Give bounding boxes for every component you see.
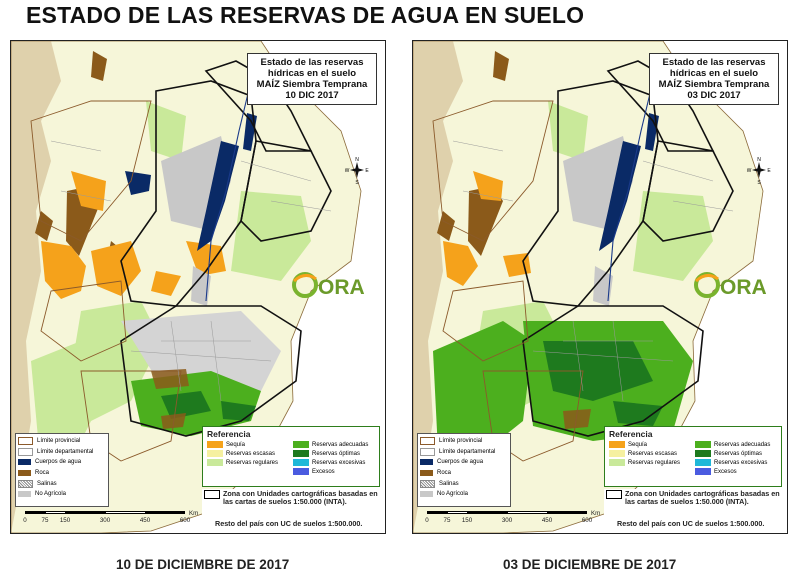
legend-label: Límite provincial — [37, 438, 81, 445]
svg-text:ORA: ORA — [318, 276, 365, 299]
legend-item: Salinas — [18, 478, 106, 489]
legend-item: Reservas adecuadas — [695, 441, 777, 448]
legend-label: Roca — [437, 470, 452, 477]
compass-s: S — [355, 180, 359, 185]
map-date: 03 DIC 2017 — [687, 90, 741, 101]
legend-swatch — [420, 470, 433, 477]
compass-icon: N S W E — [345, 157, 369, 185]
compass-s: S — [757, 180, 761, 185]
scale-bar: 0 75 150 300 450 600 Km — [425, 510, 601, 524]
scale-bar: 0 75 150 300 450 600 Km — [23, 510, 199, 524]
legend-item: No Agrícola — [18, 489, 106, 500]
legend-item: Roca — [18, 468, 106, 479]
legend-label: No Agrícola — [437, 491, 469, 498]
legend-item: Límite provincial — [420, 436, 508, 447]
legend-item: Salinas — [420, 478, 508, 489]
legend-swatch — [18, 470, 31, 477]
legend-reference: Referencia Sequía Reservas adecuadas Res… — [202, 426, 380, 487]
map-panel-dec-03: Estado de las reservas hídricas en el su… — [412, 40, 788, 534]
ora-logo: ORA — [292, 272, 365, 299]
legend-boundaries: Límite provincial Límite departamental C… — [417, 433, 511, 507]
compass-icon: N S W E — [747, 157, 771, 185]
map-date: 10 DIC 2017 — [285, 90, 339, 101]
legend-swatch — [18, 459, 31, 466]
zone-swatch — [204, 490, 220, 499]
ora-logo: ORA — [694, 272, 767, 299]
soil-water-map — [11, 41, 385, 533]
legend-item: Cuerpos de agua — [18, 457, 106, 468]
legend-swatch — [420, 479, 435, 488]
legend-item: Reservas excesivas — [695, 459, 777, 466]
legend-swatch — [18, 437, 33, 446]
compass-n: N — [355, 157, 359, 163]
legend-label: Salinas — [439, 480, 459, 487]
map-panel-dec-10: Estado de las reservas hídricas en el su… — [10, 40, 386, 534]
legend-swatch — [420, 459, 433, 466]
legend-item: Límite departamental — [420, 447, 508, 458]
rest-note: Resto del país con UC de suelos 1:500.00… — [215, 519, 363, 528]
legend-item: Sequía — [207, 441, 289, 448]
rest-note: Resto del país con UC de suelos 1:500.00… — [617, 519, 765, 528]
legend-spacer — [609, 468, 691, 475]
legend-boundaries: Límite provincial Límite departamental C… — [15, 433, 109, 507]
legend-label: Límite provincial — [439, 438, 483, 445]
zone-note: Zona con Unidades cartográficas basadas … — [202, 489, 380, 515]
legend-swatch — [420, 437, 435, 446]
legend-label: No Agrícola — [35, 491, 67, 498]
legend-label: Límite departamental — [439, 448, 496, 455]
legend-label: Cuerpos de agua — [437, 459, 484, 466]
legend-spacer — [207, 468, 289, 475]
legend-swatch — [18, 491, 31, 498]
map-title-line: Estado de las reservas — [662, 57, 766, 68]
legend-label: Cuerpos de agua — [35, 459, 82, 466]
legend-item: Reservas óptimas — [695, 450, 777, 457]
compass-e: E — [767, 168, 771, 174]
legend-item: Límite departamental — [18, 447, 106, 458]
legend-item: Reservas escasas — [609, 450, 691, 457]
compass-w: W — [345, 168, 350, 174]
caption-left: 10 DE DICIEMBRE DE 2017 — [116, 557, 290, 572]
map-title-line: hídricas en el suelo — [267, 68, 357, 79]
map-title-line: MAÍZ Siembra Temprana — [256, 79, 368, 90]
legend-item: Límite provincial — [18, 436, 106, 447]
map-title-line: hídricas en el suelo — [669, 68, 759, 79]
svg-text:ORA: ORA — [720, 276, 767, 299]
zone-swatch — [606, 490, 622, 499]
legend-reference: Referencia Sequía Reservas adecuadas Res… — [604, 426, 782, 487]
legend-item: Cuerpos de agua — [420, 457, 508, 468]
map-title-box: Estado de las reservas hídricas en el su… — [247, 53, 377, 105]
legend-item: Reservas excesivas — [293, 459, 375, 466]
legend-item: Reservas escasas — [207, 450, 289, 457]
main-title: ESTADO DE LAS RESERVAS DE AGUA EN SUELO — [26, 2, 585, 28]
legend-swatch — [420, 447, 435, 456]
legend-item: Sequía — [609, 441, 691, 448]
zone-note: Zona con Unidades cartográficas basadas … — [604, 489, 782, 515]
legend-item: Roca — [420, 468, 508, 479]
compass-w: W — [747, 168, 752, 174]
legend-swatch — [420, 491, 433, 498]
legend-item: Reservas regulares — [609, 459, 691, 466]
legend-item: Reservas adecuadas — [293, 441, 375, 448]
caption-right: 03 DE DICIEMBRE DE 2017 — [503, 557, 677, 572]
legend-swatch — [18, 479, 33, 488]
legend-item: Excesos — [695, 468, 777, 475]
legend-label: Salinas — [37, 480, 57, 487]
compass-n: N — [757, 157, 761, 163]
legend-label: Límite departamental — [37, 448, 94, 455]
compass-e: E — [365, 168, 369, 174]
map-title-box: Estado de las reservas hídricas en el su… — [649, 53, 779, 105]
legend-item: No Agrícola — [420, 489, 508, 500]
legend-swatch — [18, 447, 33, 456]
legend-item: Reservas óptimas — [293, 450, 375, 457]
map-title-line: Estado de las reservas — [260, 57, 364, 68]
legend-item: Excesos — [293, 468, 375, 475]
legend-title: Referencia — [609, 429, 653, 439]
map-title-line: MAÍZ Siembra Temprana — [658, 79, 770, 90]
legend-label: Roca — [35, 470, 50, 477]
legend-title: Referencia — [207, 429, 251, 439]
legend-item: Reservas regulares — [207, 459, 289, 466]
